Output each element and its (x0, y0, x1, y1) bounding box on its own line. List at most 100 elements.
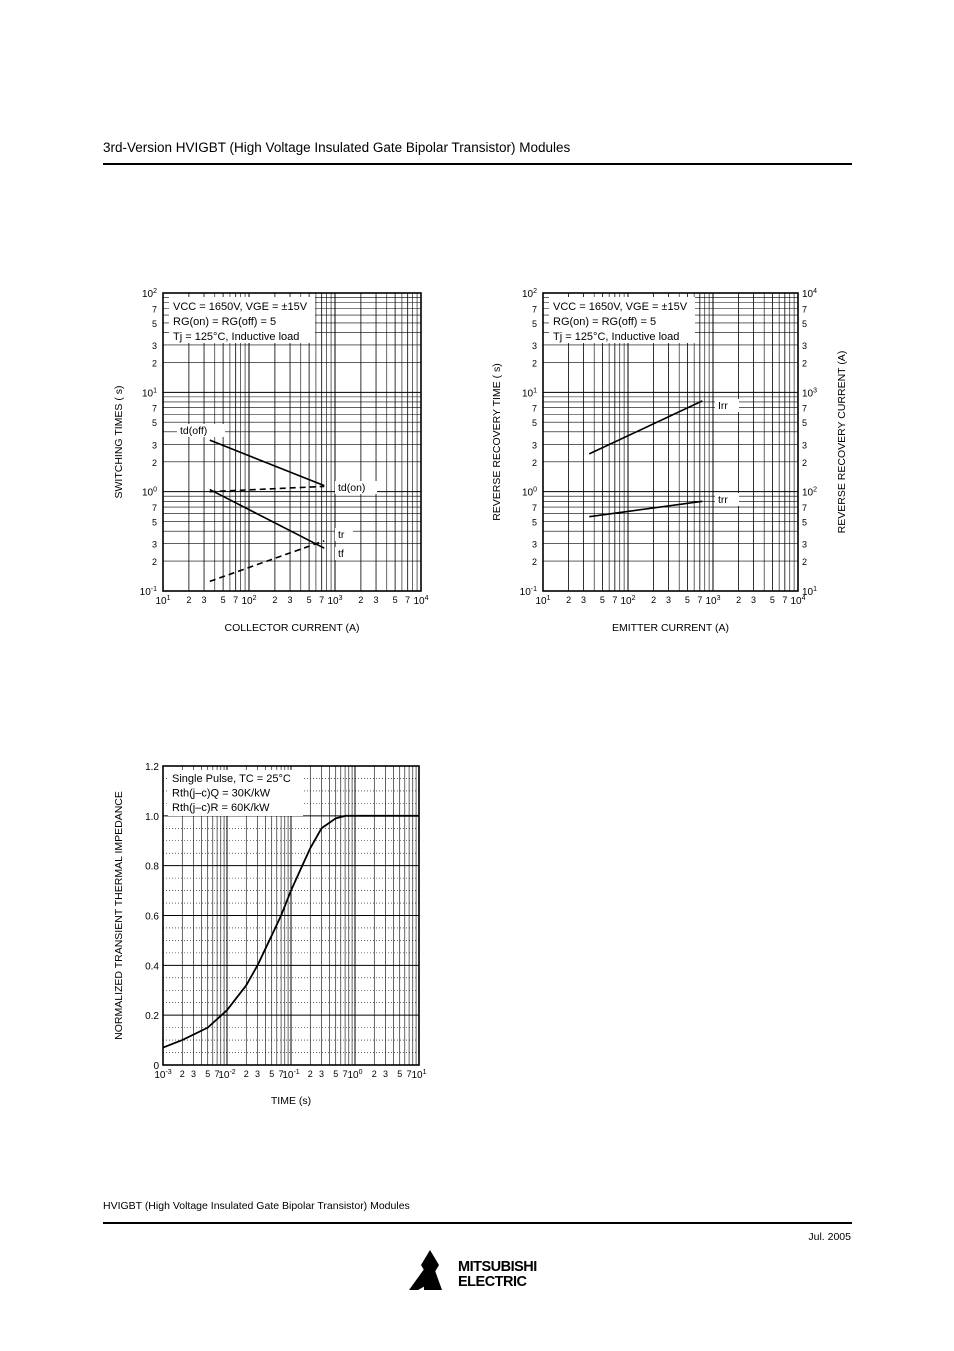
y-tick-label-1: 102 (142, 288, 157, 300)
x-tick-label-3: 5 (397, 1069, 402, 1079)
series-label-bg (335, 528, 353, 541)
y-tick-label-1: 7 (152, 404, 157, 414)
y-axis-label-2: REVERSE RECOVERY TIME ( s) (491, 363, 503, 521)
y-tick-label-2: 2 (532, 458, 537, 468)
x-tick-label-3: 7 (279, 1069, 284, 1079)
x-tick-label-2: 102 (620, 595, 635, 607)
x-tick-label-3: 10-3 (154, 1069, 171, 1081)
x-tick-label-3: 3 (383, 1069, 388, 1079)
x-tick-label-1: 102 (241, 595, 256, 607)
series-label-td(on): td(on) (338, 482, 365, 494)
y-tick-label-2: 5 (532, 319, 537, 329)
x-tick-label-3: 2 (372, 1069, 377, 1079)
y-tick-label-3: 0.4 (145, 961, 159, 972)
series-label-trr: trr (718, 494, 728, 506)
x-tick-label-3: 5 (269, 1069, 274, 1079)
condition-text-3: Rth(j–c)Q = 30K/kW (172, 788, 271, 800)
y-tick-label-2: 2 (532, 557, 537, 567)
footer-title: HVIGBT (High Voltage Insulated Gate Bipo… (103, 1200, 410, 1212)
x-tick-label-3: 5 (205, 1069, 210, 1079)
x-axis-label-2: EMITTER CURRENT (A) (612, 622, 729, 634)
series-label-Irr: Irr (718, 400, 728, 412)
y-tick-label-1: 3 (152, 440, 157, 450)
series-label-tr: tr (338, 529, 345, 541)
series-label-bg (177, 424, 225, 437)
series-line-td(off) (209, 439, 325, 487)
y-tick-label-3: 1.2 (145, 762, 159, 773)
condition-text-1: Tj = 125°C, Inductive load (173, 331, 299, 343)
y-tick-label-3: 1.0 (145, 812, 159, 823)
x-tick-label-2: 104 (790, 595, 805, 607)
x-tick-label-1: 5 (221, 595, 226, 605)
plot-frame-1 (162, 292, 422, 592)
y-tick-label-1: 7 (152, 304, 157, 314)
x-tick-label-2: 7 (782, 595, 787, 605)
y-tick-label-2: 3 (532, 341, 537, 351)
x-tick-label-3: 7 (215, 1069, 220, 1079)
footer-rule (103, 1222, 852, 1224)
x-tick-label-1: 7 (233, 595, 238, 605)
x-tick-label-3: 7 (407, 1069, 412, 1079)
x-tick-label-1: 104 (413, 595, 428, 607)
series-label-tf: tf (338, 548, 344, 560)
x-tick-label-2: 2 (651, 595, 656, 605)
y2-tick-label-2: 5 (802, 319, 807, 329)
x-tick-label-1: 2 (358, 595, 363, 605)
series-label-bg (715, 399, 739, 412)
conditions-bg-2 (549, 297, 695, 343)
condition-text-3: Rth(j–c)R = 60K/kW (172, 802, 270, 814)
series-line-thermal-impedance (162, 814, 419, 1049)
conditions-bg-3 (168, 770, 303, 816)
series-line-trr (589, 500, 703, 518)
series-line-tf (209, 488, 325, 549)
x-tick-label-2: 2 (736, 595, 741, 605)
logo-line-1: MITSUBISHI (458, 1259, 537, 1275)
series-line-tr (209, 540, 325, 583)
y2-tick-label-2: 2 (802, 458, 807, 468)
y-tick-label-2: 3 (532, 540, 537, 550)
x-tick-label-2: 5 (600, 595, 605, 605)
condition-text-3: Single Pulse, TC = 25°C (172, 773, 291, 785)
y-tick-label-1: 7 (152, 503, 157, 513)
plot-frame-2 (542, 292, 799, 592)
y-tick-label-2: 3 (532, 440, 537, 450)
x-tick-label-1: 7 (319, 595, 324, 605)
y-tick-label-3: 0.2 (145, 1011, 159, 1022)
condition-text-2: VCC = 1650V, VGE = ±15V (553, 301, 688, 313)
y2-tick-label-2: 103 (802, 387, 817, 399)
y-tick-label-1: 10-1 (140, 586, 157, 598)
y2-tick-label-2: 5 (802, 518, 807, 528)
plot-frame-3 (162, 765, 420, 1066)
logo-text: MITSUBISHI ELECTRIC (458, 1260, 537, 1290)
condition-text-2: RG(on) = RG(off) = 5 (553, 316, 656, 328)
x-tick-label-3: 3 (319, 1069, 324, 1079)
y2-tick-label-2: 2 (802, 557, 807, 567)
x-tick-label-2: 3 (666, 595, 671, 605)
y-tick-label-2: 7 (532, 503, 537, 513)
x-tick-label-2: 101 (535, 595, 550, 607)
series-label-bg (335, 481, 377, 494)
x-tick-label-3: 10-2 (218, 1069, 235, 1081)
y2-tick-label-2: 104 (802, 288, 817, 300)
x-tick-label-2: 2 (566, 595, 571, 605)
y-tick-label-2: 100 (522, 487, 537, 499)
x-tick-label-3: 7 (343, 1069, 348, 1079)
x-tick-label-2: 103 (705, 595, 720, 607)
x-tick-label-2: 7 (697, 595, 702, 605)
x-tick-label-2: 5 (770, 595, 775, 605)
y-tick-label-2: 7 (532, 404, 537, 414)
series-label-td(off): td(off) (180, 425, 207, 437)
y-tick-label-2: 5 (532, 518, 537, 528)
y-tick-label-1: 3 (152, 341, 157, 351)
x-tick-label-1: 3 (202, 595, 207, 605)
x-tick-label-3: 2 (180, 1069, 185, 1079)
condition-text-1: VCC = 1650V, VGE = ±15V (173, 301, 308, 313)
y-tick-label-3: 0.6 (145, 912, 159, 923)
x-tick-label-3: 5 (333, 1069, 338, 1079)
y-tick-label-1: 3 (152, 540, 157, 550)
header-rule (103, 163, 852, 165)
series-label-bg (715, 493, 739, 506)
condition-text-1: RG(on) = RG(off) = 5 (173, 316, 276, 328)
x-tick-label-2: 7 (612, 595, 617, 605)
